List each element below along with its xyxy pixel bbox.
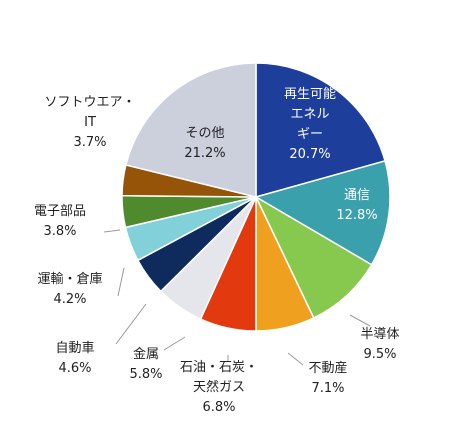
leader-line-8: [103, 229, 121, 233]
slice-name-9: ソフトウエア・: [44, 95, 135, 110]
slice-label-5: 金属 5.8%: [129, 346, 162, 382]
slice-name-6: 自動車: [55, 341, 94, 356]
slice-value-8: 3.8%: [43, 224, 76, 239]
slice-value-0: 20.7%: [289, 147, 330, 162]
slice-value-5: 5.8%: [129, 367, 162, 382]
slice-value-1: 12.8%: [336, 208, 377, 223]
slice-label-0: 再生可能エネルギー 20.7%: [284, 87, 336, 162]
slice-name-0: ギー: [297, 127, 323, 142]
slice-label-4: 石油・石炭・天然ガス 6.8%: [180, 360, 258, 415]
slice-label-1: 通信 12.8%: [336, 188, 377, 223]
leader-line-3: [287, 352, 304, 366]
slice-name-3: 不動産: [308, 360, 347, 376]
slice-label-8: 電子部品 3.8%: [34, 204, 86, 239]
slice-label-3: 不動産 7.1%: [308, 360, 347, 396]
leader-line-2: [349, 314, 371, 327]
pie-slice-2: [254, 195, 373, 319]
slice-value-9: 3.7%: [73, 135, 106, 150]
slice-name-10: その他: [185, 126, 224, 141]
slice-name-0: 再生可能: [284, 87, 336, 102]
slice-name-0: エネル: [290, 107, 329, 122]
pie-slice-0: [255, 62, 386, 198]
slice-value-10: 21.2%: [184, 146, 225, 161]
slice-label-2: 半導体 9.5%: [360, 327, 399, 362]
slice-value-2: 9.5%: [363, 347, 396, 362]
slice-name-5: 金属: [133, 346, 159, 362]
pie-slice-10: [124, 62, 257, 198]
slice-name-1: 通信: [344, 188, 370, 203]
leader-line-7: [117, 267, 125, 297]
slice-name-9: IT: [84, 115, 96, 130]
slice-name-2: 半導体: [360, 327, 399, 342]
slice-label-9: ソフトウエア・ IT 3.7%: [44, 95, 135, 150]
leader-line-6: [115, 303, 147, 345]
slice-name-4: 天然ガス: [193, 379, 245, 395]
slice-label-7: 運輸・倉庫 4.2%: [37, 272, 102, 307]
slice-label-6: 自動車 4.6%: [55, 341, 94, 376]
leader-line-5: [163, 336, 186, 351]
pie-slice-1: [254, 159, 391, 266]
slice-value-6: 4.6%: [58, 361, 91, 376]
slice-name-8: 電子部品: [34, 204, 86, 219]
slice-value-4: 6.8%: [202, 400, 235, 415]
slice-name-7: 運輸・倉庫: [37, 272, 102, 287]
slice-value-7: 4.2%: [53, 292, 86, 307]
slice-label-10: その他 21.2%: [184, 126, 225, 161]
slice-name-4: 石油・石炭・: [180, 360, 258, 375]
slice-value-3: 7.1%: [311, 381, 344, 396]
